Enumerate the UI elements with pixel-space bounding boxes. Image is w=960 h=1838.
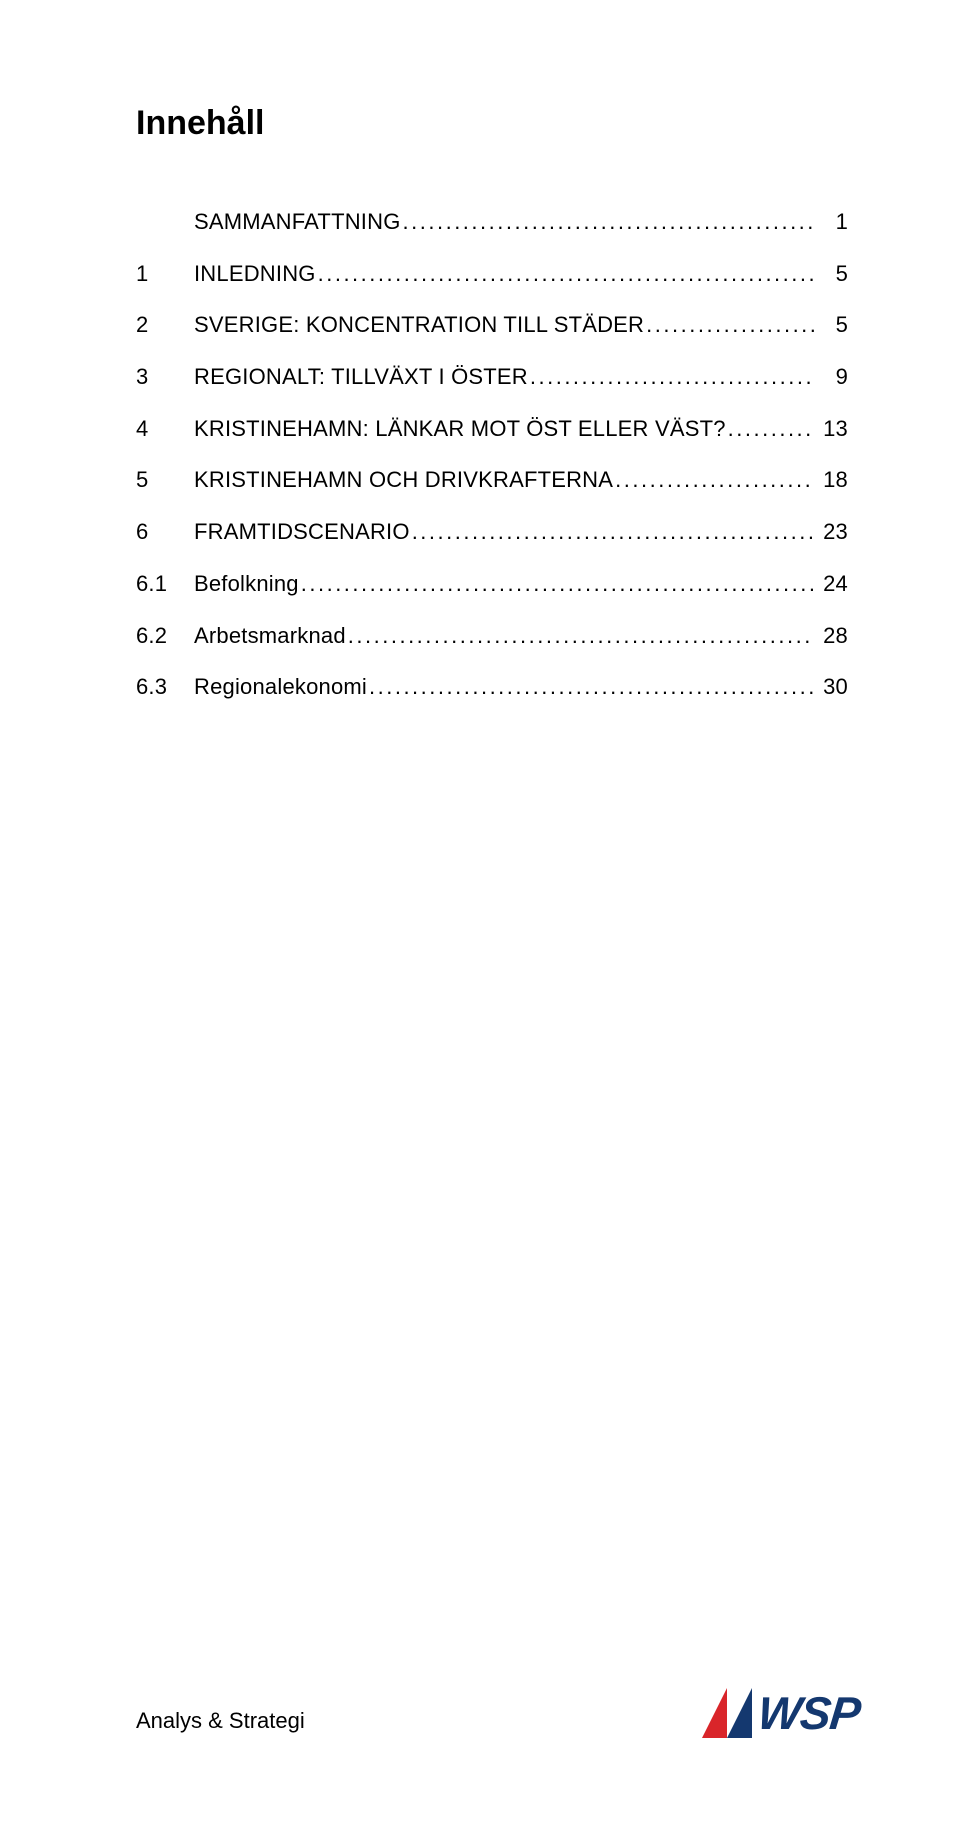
toc-row: 1INLEDNING..............................…: [136, 259, 848, 289]
toc-row: 6FRAMTIDSCENARIO........................…: [136, 517, 848, 547]
toc-page-number: 30: [814, 672, 848, 702]
toc-page-number: 9: [814, 362, 848, 392]
toc-label: Regionalekonomi: [194, 672, 367, 702]
toc-row: 4KRISTINEHAMN: LÄNKAR MOT ÖST ELLER VÄST…: [136, 414, 848, 444]
toc-leader-dots: ........................................…: [401, 207, 814, 237]
toc-row: 6.2Arbetsmarknad........................…: [136, 621, 848, 651]
toc-number: 3: [136, 362, 194, 392]
footer-text: Analys & Strategi: [136, 1708, 305, 1740]
toc-number: 4: [136, 414, 194, 444]
toc-label: FRAMTIDSCENARIO: [194, 517, 410, 547]
toc-page-number: 13: [814, 414, 848, 444]
toc-page-number: 18: [814, 465, 848, 495]
toc-page-number: 5: [814, 259, 848, 289]
toc-label: INLEDNING: [194, 259, 316, 289]
toc-page-number: 24: [814, 569, 848, 599]
toc-leader-dots: ........................................…: [644, 310, 814, 340]
toc-label: SAMMANFATTNING: [194, 207, 401, 237]
page-title: Innehåll: [136, 104, 848, 143]
toc-label: SVERIGE: KONCENTRATION TILL STÄDER: [194, 310, 644, 340]
toc-row: 6.3Regionalekonomi......................…: [136, 672, 848, 702]
toc-leader-dots: ........................................…: [528, 362, 814, 392]
toc-number: 1: [136, 259, 194, 289]
toc-page-number: 1: [814, 207, 848, 237]
toc-label: Befolkning: [194, 569, 299, 599]
toc-label: KRISTINEHAMN OCH DRIVKRAFTERNA: [194, 465, 613, 495]
toc-number: 6: [136, 517, 194, 547]
wsp-logo-icon: [700, 1686, 754, 1740]
toc-number: 6.3: [136, 672, 194, 702]
toc-number: 6.2: [136, 621, 194, 651]
wsp-logo: WSP: [700, 1686, 860, 1740]
toc-row: 3REGIONALT: TILLVÄXT I ÖSTER............…: [136, 362, 848, 392]
toc-row: 2SVERIGE: KONCENTRATION TILL STÄDER.....…: [136, 310, 848, 340]
toc-row: 6.1Befolkning...........................…: [136, 569, 848, 599]
toc-leader-dots: ........................................…: [410, 517, 814, 547]
table-of-contents: SAMMANFATTNING..........................…: [136, 207, 848, 702]
page-footer: Analys & Strategi WSP: [0, 1668, 960, 1740]
wsp-logo-text: WSP: [755, 1686, 862, 1740]
toc-leader-dots: ........................................…: [726, 414, 814, 444]
toc-number: 6.1: [136, 569, 194, 599]
toc-leader-dots: ........................................…: [316, 259, 814, 289]
toc-label: REGIONALT: TILLVÄXT I ÖSTER: [194, 362, 528, 392]
toc-leader-dots: ........................................…: [346, 621, 814, 651]
toc-row: 5KRISTINEHAMN OCH DRIVKRAFTERNA.........…: [136, 465, 848, 495]
toc-leader-dots: ........................................…: [299, 569, 814, 599]
toc-label: Arbetsmarknad: [194, 621, 346, 651]
toc-page-number: 5: [814, 310, 848, 340]
toc-page-number: 23: [814, 517, 848, 547]
toc-number: 5: [136, 465, 194, 495]
toc-leader-dots: ........................................…: [613, 465, 814, 495]
toc-number: 2: [136, 310, 194, 340]
toc-row: SAMMANFATTNING..........................…: [136, 207, 848, 237]
document-page: Innehåll SAMMANFATTNING.................…: [0, 0, 960, 1838]
toc-leader-dots: ........................................…: [367, 672, 814, 702]
toc-page-number: 28: [814, 621, 848, 651]
toc-label: KRISTINEHAMN: LÄNKAR MOT ÖST ELLER VÄST?: [194, 414, 726, 444]
